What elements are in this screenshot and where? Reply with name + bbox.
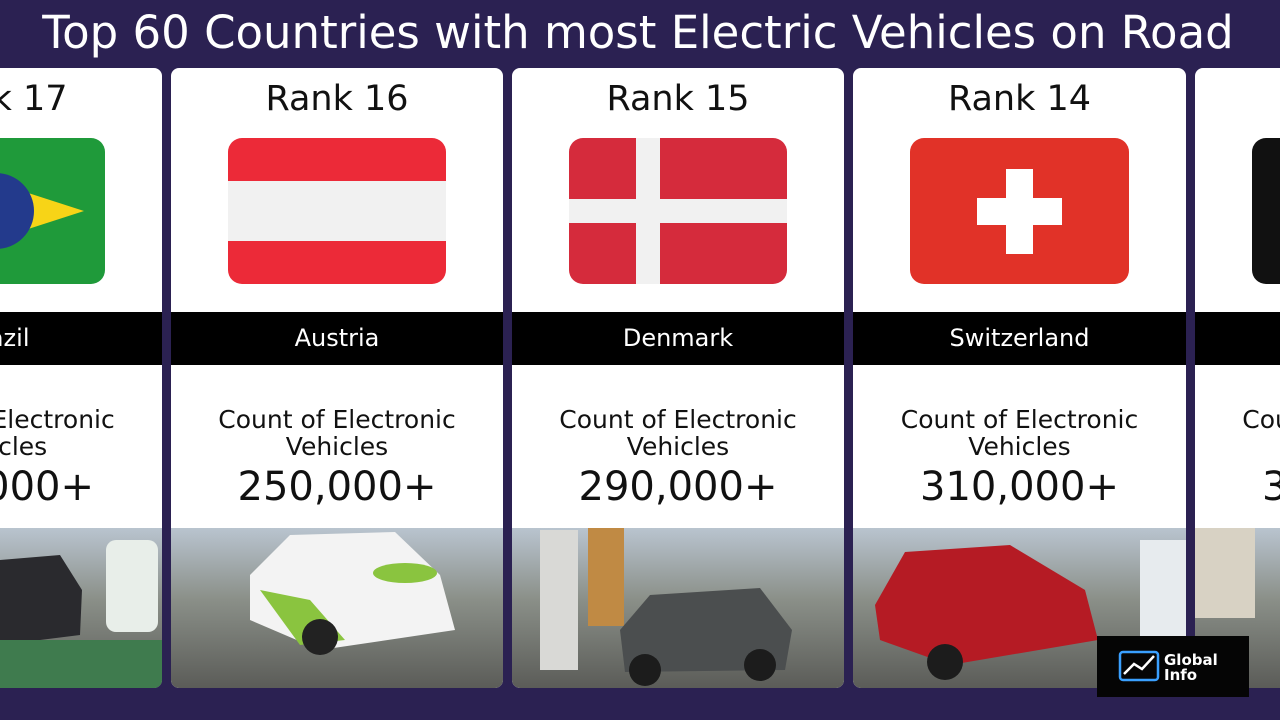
label: Vehicles [0,432,47,461]
count: 000+ [0,464,94,510]
flag [569,138,787,284]
rank: Rank 17 [0,79,68,119]
card: Rank 16 Austria Count of Electronic Vehi… [171,68,503,688]
count: 3 [1262,464,1280,510]
logo-text: Info [1164,666,1197,684]
logo-text: Global [1164,651,1218,669]
card: Count of Electronic 3 [1195,68,1280,688]
label: Count of Electronic [0,405,115,434]
rank: Rank 16 [265,79,408,119]
card: Rank 17 Brazil Count of Electronic Vehic… [0,68,162,688]
label: Vehicles [286,432,388,461]
card: Rank 15 Denmark Count of Electronic Vehi… [512,68,844,688]
label: Count of Electronic [218,405,455,434]
flag [228,138,446,284]
flag [1252,138,1280,284]
title: Top 60 Countries with most Electric Vehi… [41,6,1233,59]
country: Brazil [0,324,29,352]
count: 250,000+ [238,464,437,510]
label: Count of Electronic [1242,405,1280,434]
rank: Rank 14 [948,79,1091,119]
rank: Rank 15 [606,79,749,119]
flag [0,138,105,284]
flag [910,138,1129,284]
label: Count of Electronic [901,405,1138,434]
card: Rank 14 Switzerland Count of Electronic … [853,68,1186,688]
label: Vehicles [627,432,729,461]
count: 290,000+ [579,464,778,510]
country: Switzerland [950,324,1090,352]
logo: Global Info [1097,636,1249,697]
country: Denmark [623,324,733,352]
country: Austria [295,324,380,352]
count: 310,000+ [920,464,1119,510]
label: Count of Electronic [559,405,796,434]
label: Vehicles [968,432,1070,461]
